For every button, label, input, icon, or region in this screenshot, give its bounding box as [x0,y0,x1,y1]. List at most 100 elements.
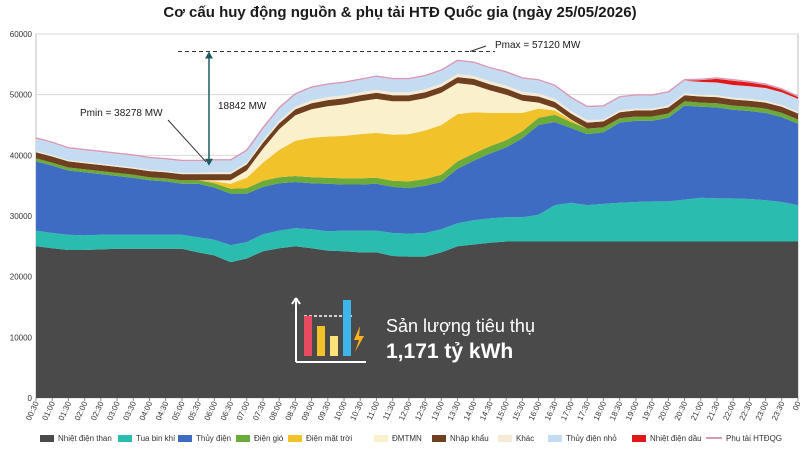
x-tick-label: 05:30 [186,400,203,422]
delta-arrow-head-up [205,51,213,59]
x-tick-label: 06:00 [203,400,220,422]
legend-label: Nhiệt điện dầu [650,433,702,443]
kpi-label: Sản lượng tiêu thụ [386,316,535,336]
x-tick-label: 15:00 [494,400,511,422]
x-tick-label: 10:00 [332,400,349,422]
legend-item: Điện mặt trời [288,431,374,445]
x-tick-label: 19:30 [640,400,657,422]
legend-swatch [632,434,646,442]
kpi-icon-bar [343,300,351,356]
kpi-icon-bar [330,336,338,356]
x-tick-label: 07:00 [235,400,252,422]
x-tick-label: 02:00 [73,400,90,422]
y-tick-label: 50000 [10,91,33,100]
legend-item: Nhiệt điện dầu [632,431,706,445]
bar-chart-icon [291,297,366,363]
legend-item: Phụ tải HTĐQG [706,431,786,445]
legend-swatch [118,434,132,442]
legend-label: ĐMTMN [392,433,422,443]
y-tick-label: 40000 [10,151,33,160]
legend-item: ĐMTMN [374,431,432,445]
x-tick-label: 03:00 [105,400,122,422]
delta-arrow-head-down [205,158,213,166]
legend-label: Phụ tải HTĐQG [726,433,783,443]
legend-item: Khác [498,431,548,445]
x-tick-label: 02:30 [89,400,106,422]
annotation-layer: Pmax = 57120 MW Pmin = 38278 MW 18842 MW [80,40,581,166]
legend-label: Điện mặt trời [306,433,353,443]
area-layer [35,59,799,398]
legend-swatch [40,434,54,442]
x-tick-label: 01:00 [40,400,57,422]
x-tick-label: 16:00 [527,400,544,422]
legend-swatch [706,437,722,439]
pmin-label: Pmin = 38278 MW [80,108,163,119]
legend-label: Thủy điện [196,433,232,443]
legend-label: Điện gió [254,433,284,443]
x-tick-label: 18:00 [592,400,609,422]
kpi-icon-bar [304,316,312,356]
x-tick-label: 05:00 [170,400,187,422]
x-tick-label: 08:30 [284,400,301,422]
x-tick-label: 17:30 [575,400,592,422]
legend-swatch [432,434,446,442]
legend-label: Nhiệt điện than [58,433,112,443]
x-tick-label: 17:00 [559,400,576,422]
legend-label: Thủy điện nhỏ [566,433,617,443]
area-series-2 [36,105,798,246]
legend-swatch [288,434,302,442]
x-tick-label: 10:30 [348,400,365,422]
x-tick-label: 21:30 [705,400,722,422]
legend-swatch [178,434,192,442]
x-tick-label: 23:30 [770,400,787,422]
x-tick-label: 14:00 [462,400,479,422]
x-tick-label: 01:30 [57,400,74,422]
y-tick-label: 20000 [10,273,33,282]
x-tick-label: 09:00 [300,400,317,422]
legend-item: Nhập khẩu [432,431,498,445]
x-tick-label: 06:30 [219,400,236,422]
x-tick-label: 19:00 [624,400,641,422]
x-tick-label: 22:30 [738,400,755,422]
x-tick-label: 22:00 [721,400,738,422]
x-tick-label: 20:30 [673,400,690,422]
x-tick-label: 16:30 [543,400,560,422]
x-tick-label: 04:30 [154,400,171,422]
legend-item: Nhiệt điện than [40,431,118,445]
x-tick-label: 20:00 [656,400,673,422]
area-series-5 [36,83,798,184]
x-tick-label: 00 [791,400,800,412]
legend-item: Tua bin khí [118,431,178,445]
legend-item: Thủy điện nhỏ [548,431,632,445]
area-series-6 [36,77,798,181]
pmax-label: Pmax = 57120 MW [495,40,581,51]
area-series-4 [36,101,798,189]
y-tick-label: 0 [28,394,33,403]
x-tick-label: 18:30 [608,400,625,422]
x-tick-label: 21:00 [689,400,706,422]
x-tick-label: 07:30 [251,400,268,422]
x-tick-label: 11:00 [365,400,382,422]
pmax-leader-line [469,45,487,52]
legend-swatch [548,434,562,442]
x-tick-label: 12:30 [413,400,430,422]
x-tick-label: 23:00 [754,400,771,422]
legend-label: Khác [516,433,535,443]
y-tick-label: 30000 [10,212,33,221]
x-tick-label: 13:30 [446,400,463,422]
legend-swatch [374,434,388,442]
x-tick-label: 15:30 [511,400,528,422]
x-tick-label: 04:00 [138,400,155,422]
area-series-1 [36,197,798,263]
chart-title: Cơ cấu huy động nguồn & phụ tải HTĐ Quốc… [163,4,637,21]
legend-item: Điện gió [236,431,288,445]
legend-item: Thủy điện [178,431,236,445]
legend-label: Tua bin khí [136,433,176,443]
kpi-icon-bar [317,326,325,356]
x-tick-label: 14:30 [478,400,495,422]
y-tick-label: 60000 [10,30,33,39]
x-tick-label: 08:00 [267,400,284,422]
y-tick-label: 10000 [10,333,33,342]
delta-label: 18842 MW [218,101,267,112]
